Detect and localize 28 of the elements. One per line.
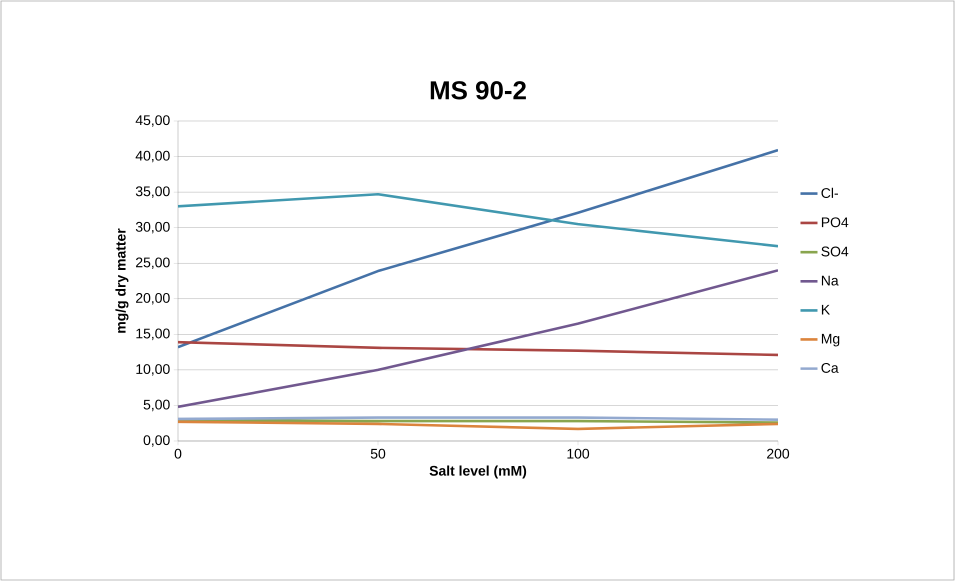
y-tick-label: 45,00 bbox=[136, 115, 170, 127]
y-tick-label: 35,00 bbox=[136, 186, 170, 198]
y-tick-label: 0,00 bbox=[144, 435, 170, 447]
legend-label: SO4 bbox=[821, 246, 848, 256]
legend-label: Mg bbox=[822, 334, 840, 346]
line-series bbox=[178, 192, 778, 248]
legend-label: Cl- bbox=[821, 188, 838, 198]
y-tick-label: 25,00 bbox=[136, 257, 170, 269]
x-tick-label: 100 bbox=[567, 448, 590, 459]
x-tick-label: 200 bbox=[767, 448, 790, 459]
y-tick-label: 15,00 bbox=[136, 328, 170, 340]
x-axis-title: Salt level (mM) bbox=[430, 465, 526, 478]
x-tick-label: 0 bbox=[174, 448, 182, 459]
line-series bbox=[178, 269, 778, 408]
legend-label: Na bbox=[822, 276, 839, 286]
y-tick-label: 20,00 bbox=[136, 293, 170, 305]
y-tick-label: 40,00 bbox=[136, 150, 170, 162]
y-axis-title: mg/g dry matter bbox=[115, 228, 128, 333]
line-series bbox=[178, 148, 778, 348]
legend-label: K bbox=[822, 304, 830, 314]
x-tick-label: 50 bbox=[370, 448, 386, 459]
legend-label: Ca bbox=[821, 362, 839, 373]
legend-label: PO4 bbox=[822, 217, 848, 228]
y-tick-label: 30,00 bbox=[136, 222, 170, 234]
line-series bbox=[178, 340, 778, 356]
y-tick-label: 5,00 bbox=[144, 400, 170, 412]
y-tick-label: 10,00 bbox=[136, 364, 170, 376]
chart-title: MS 90-2 bbox=[430, 81, 526, 100]
